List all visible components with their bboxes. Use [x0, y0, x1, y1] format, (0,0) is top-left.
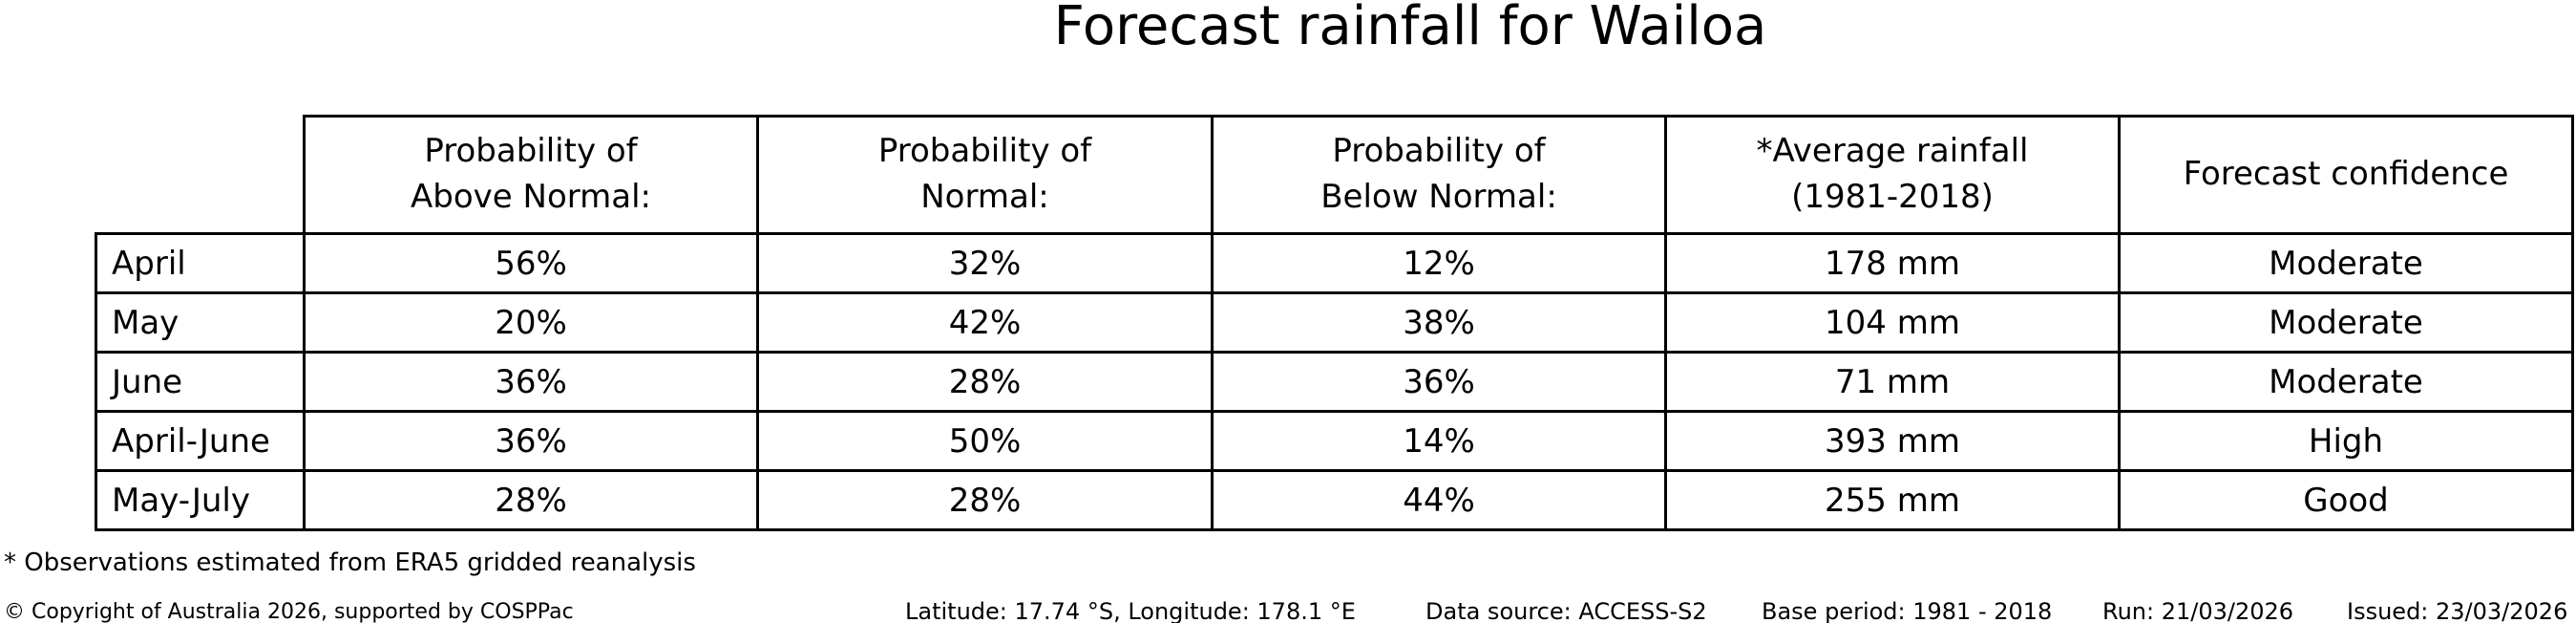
- header-average-rainfall: *Average rainfall (1981-2018): [1664, 115, 2121, 235]
- confidence-cell: Moderate: [2118, 232, 2574, 294]
- run-date-text: Run: 21/03/2026: [2102, 598, 2294, 623]
- corner-cell: [96, 117, 305, 234]
- table-row-april-june: April-June 36% 50% 14% 393 mm High: [95, 410, 2574, 472]
- period-cell: April: [95, 232, 306, 294]
- prob-below-cell: 38%: [1211, 291, 1667, 354]
- average-rainfall-cell: 104 mm: [1664, 291, 2121, 354]
- confidence-cell: Good: [2118, 469, 2574, 531]
- footnote: * Observations estimated from ERA5 gridd…: [4, 548, 696, 577]
- location-text: Latitude: 17.74 °S, Longitude: 178.1 °E: [905, 598, 1356, 623]
- table-row-may: May 20% 42% 38% 104 mm Moderate: [95, 291, 2574, 354]
- prob-above-cell: 36%: [303, 410, 759, 472]
- prob-below-cell: 12%: [1211, 232, 1667, 294]
- prob-normal-cell: 28%: [756, 351, 1214, 413]
- table-row-april: April 56% 32% 12% 178 mm Moderate: [95, 232, 2574, 294]
- header-row: Probability of Above Normal: Probability…: [96, 115, 2574, 235]
- confidence-cell: Moderate: [2118, 291, 2574, 354]
- average-rainfall-cell: 393 mm: [1664, 410, 2121, 472]
- confidence-cell: High: [2118, 410, 2574, 472]
- prob-below-cell: 36%: [1211, 351, 1667, 413]
- prob-below-cell: 44%: [1211, 469, 1667, 531]
- confidence-cell: Moderate: [2118, 351, 2574, 413]
- table-row-june: June 36% 28% 36% 71 mm Moderate: [95, 351, 2574, 413]
- header-prob-normal: Probability of Normal:: [756, 115, 1214, 235]
- copyright-text: © Copyright of Australia 2026, supported…: [4, 600, 574, 623]
- average-rainfall-cell: 255 mm: [1664, 469, 2121, 531]
- average-rainfall-cell: 71 mm: [1664, 351, 2121, 413]
- period-cell: April-June: [95, 410, 306, 472]
- prob-normal-cell: 42%: [756, 291, 1214, 354]
- prob-above-cell: 56%: [303, 232, 759, 294]
- base-period-text: Base period: 1981 - 2018: [1762, 598, 2053, 623]
- prob-below-cell: 14%: [1211, 410, 1667, 472]
- period-cell: May-July: [95, 469, 306, 531]
- prob-normal-cell: 28%: [756, 469, 1214, 531]
- header-forecast-confidence: Forecast confidence: [2118, 115, 2574, 235]
- prob-normal-cell: 50%: [756, 410, 1214, 472]
- page-title: Forecast rainfall for Wailoa: [1053, 0, 1767, 57]
- header-prob-above: Probability of Above Normal:: [303, 115, 759, 235]
- prob-above-cell: 28%: [303, 469, 759, 531]
- issued-date-text: Issued: 23/03/2026: [2347, 598, 2568, 623]
- period-cell: May: [95, 291, 306, 354]
- header-prob-below: Probability of Below Normal:: [1211, 115, 1667, 235]
- prob-normal-cell: 32%: [756, 232, 1214, 294]
- table-row-may-july: May-July 28% 28% 44% 255 mm Good: [95, 469, 2574, 531]
- data-source-text: Data source: ACCESS-S2: [1425, 598, 1707, 623]
- prob-above-cell: 20%: [303, 291, 759, 354]
- forecast-table: Probability of Above Normal: Probability…: [95, 115, 2574, 531]
- average-rainfall-cell: 178 mm: [1664, 232, 2121, 294]
- period-cell: June: [95, 351, 306, 413]
- prob-above-cell: 36%: [303, 351, 759, 413]
